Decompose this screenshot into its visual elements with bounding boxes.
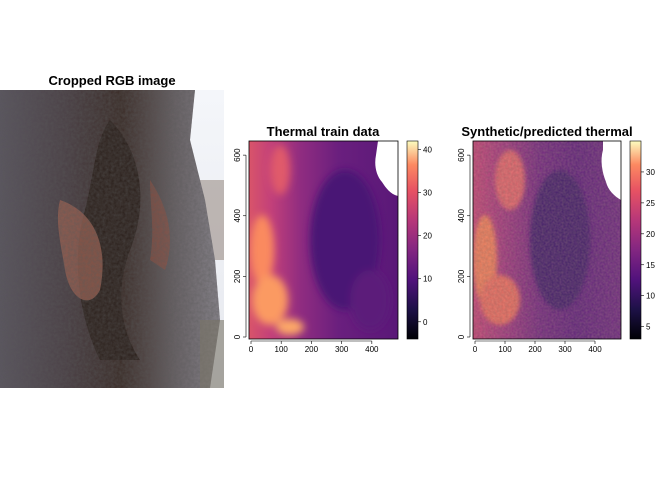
y-tick-label: 400: [457, 209, 466, 223]
x-tick-label: 200: [528, 345, 542, 354]
x-tick-label: 100: [498, 345, 512, 354]
train-title: Thermal train data: [267, 124, 380, 139]
x-tick-label: 0: [249, 345, 254, 354]
pred-title: Synthetic/predicted thermal: [461, 124, 632, 139]
x-tick-label: 200: [305, 345, 319, 354]
colorbar-tick-label: 20: [423, 232, 432, 241]
colorbar-tick-label: 5: [646, 323, 651, 332]
rgb-image: [0, 90, 224, 388]
y-tick-label: 400: [233, 209, 242, 223]
y-tick-label: 200: [457, 269, 466, 283]
pred-heatmap: [473, 141, 621, 339]
pred-colorbar-ticks: 5 10 15 20 25 30: [641, 168, 655, 332]
pred-frame: [472, 140, 622, 340]
x-tick-label: 100: [275, 345, 289, 354]
colorbar-tick-label: 30: [423, 189, 432, 198]
y-tick-label: 600: [233, 148, 242, 162]
colorbar-tick-label: 25: [646, 199, 655, 208]
colorbar-tick-label: 40: [423, 146, 432, 155]
train-colorbar: [406, 140, 419, 340]
y-tick-label: 200: [233, 269, 242, 283]
colorbar-tick-label: 10: [646, 292, 655, 301]
pred-colorbar: [629, 140, 642, 340]
train-frame: [248, 140, 399, 340]
y-tick-label: 0: [233, 334, 242, 339]
y-tick-label: 0: [457, 334, 466, 339]
train-colorbar-ticks: 0 10 20 30 40: [418, 146, 432, 327]
pred-x-axis: 0 100 200 300 400: [473, 340, 602, 354]
colorbar-tick-label: 10: [423, 275, 432, 284]
x-tick-label: 300: [558, 345, 572, 354]
colorbar-tick-label: 20: [646, 230, 655, 239]
train-y-axis: 0 200 400 600: [233, 148, 247, 339]
x-tick-label: 0: [473, 345, 478, 354]
colorbar-tick-label: 15: [646, 261, 655, 270]
y-tick-label: 600: [457, 148, 466, 162]
train-x-axis: 0 100 200 300 400: [249, 340, 379, 354]
pred-y-axis: 0 200 400 600: [457, 148, 471, 339]
x-tick-label: 400: [365, 345, 379, 354]
colorbar-tick-label: 30: [646, 168, 655, 177]
x-tick-label: 300: [335, 345, 349, 354]
rgb-title: Cropped RGB image: [48, 73, 175, 88]
train-heatmap: [249, 141, 398, 339]
colorbar-tick-label: 0: [423, 318, 428, 327]
x-tick-label: 400: [588, 345, 602, 354]
